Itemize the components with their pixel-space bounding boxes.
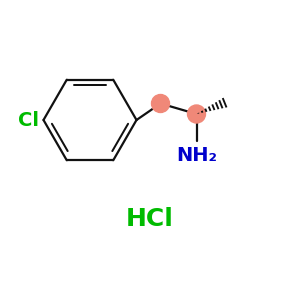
Text: NH₂: NH₂ — [176, 146, 217, 165]
Circle shape — [188, 105, 206, 123]
Circle shape — [152, 94, 169, 112]
Text: Cl: Cl — [18, 110, 39, 130]
Text: HCl: HCl — [126, 207, 174, 231]
